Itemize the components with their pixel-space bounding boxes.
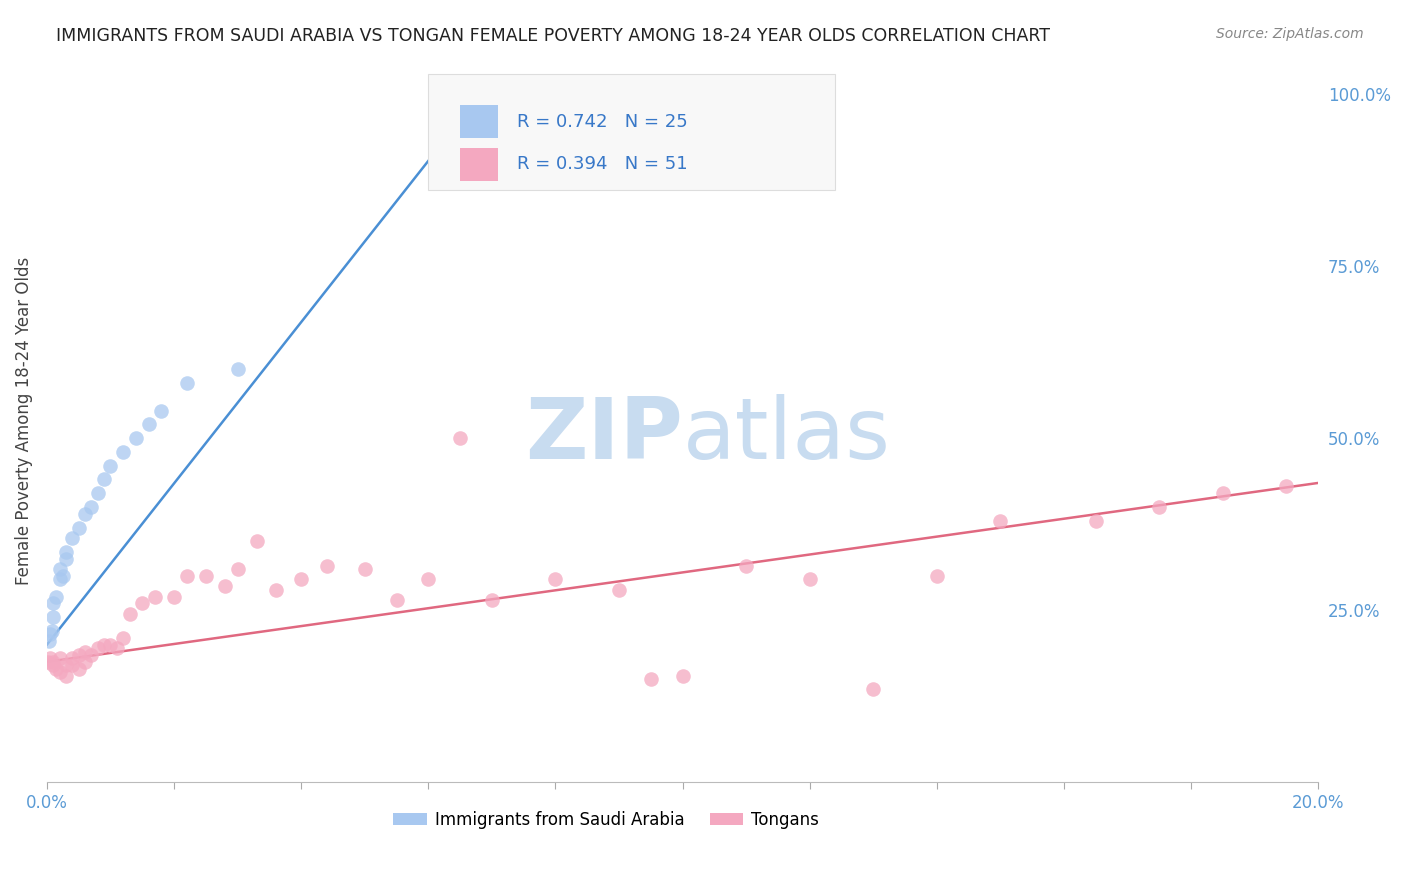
Text: Source: ZipAtlas.com: Source: ZipAtlas.com xyxy=(1216,27,1364,41)
Point xyxy=(48,572,70,586)
Point xyxy=(481,108,503,122)
Point xyxy=(290,572,312,586)
Point xyxy=(925,569,948,583)
Point xyxy=(143,590,166,604)
Point xyxy=(1275,479,1298,493)
Point xyxy=(48,562,70,576)
Point xyxy=(1084,514,1107,528)
Point xyxy=(67,662,90,676)
Point xyxy=(60,531,83,545)
Point xyxy=(39,651,62,665)
Point xyxy=(87,641,110,656)
Point xyxy=(214,579,236,593)
Point xyxy=(80,500,103,514)
Point xyxy=(385,593,408,607)
Point xyxy=(112,445,135,459)
Point xyxy=(73,655,96,669)
Point xyxy=(176,569,198,583)
Legend: Immigrants from Saudi Arabia, Tongans: Immigrants from Saudi Arabia, Tongans xyxy=(387,804,825,836)
Point xyxy=(176,376,198,391)
Point xyxy=(118,607,141,621)
Point xyxy=(990,514,1012,528)
Text: R = 0.742   N = 25: R = 0.742 N = 25 xyxy=(517,112,688,131)
Point xyxy=(671,668,693,682)
Point xyxy=(735,558,758,573)
Point xyxy=(226,562,249,576)
FancyBboxPatch shape xyxy=(460,148,498,180)
Point xyxy=(73,644,96,658)
Point xyxy=(42,610,65,624)
Point xyxy=(38,634,60,648)
Point xyxy=(93,473,115,487)
Point xyxy=(105,641,128,656)
Point xyxy=(55,668,77,682)
Point xyxy=(100,458,122,473)
Point xyxy=(131,596,153,610)
Point xyxy=(112,631,135,645)
Point xyxy=(67,648,90,662)
Point xyxy=(264,582,287,597)
Point xyxy=(125,431,148,445)
Point xyxy=(353,562,375,576)
Point xyxy=(45,662,67,676)
Point xyxy=(640,672,662,686)
Point xyxy=(55,658,77,673)
Text: IMMIGRANTS FROM SAUDI ARABIA VS TONGAN FEMALE POVERTY AMONG 18-24 YEAR OLDS CORR: IMMIGRANTS FROM SAUDI ARABIA VS TONGAN F… xyxy=(56,27,1050,45)
FancyBboxPatch shape xyxy=(460,105,498,138)
Point xyxy=(799,572,821,586)
Text: R = 0.394   N = 51: R = 0.394 N = 51 xyxy=(517,155,688,173)
Y-axis label: Female Poverty Among 18-24 Year Olds: Female Poverty Among 18-24 Year Olds xyxy=(15,257,32,585)
Point xyxy=(418,572,440,586)
Point xyxy=(862,682,884,697)
Point xyxy=(80,648,103,662)
Point xyxy=(150,403,173,417)
Point xyxy=(449,431,471,445)
Point xyxy=(52,569,75,583)
Text: ZIP: ZIP xyxy=(524,394,682,477)
Point xyxy=(1149,500,1171,514)
Point xyxy=(246,534,269,549)
Point xyxy=(55,545,77,559)
Point xyxy=(55,551,77,566)
Text: atlas: atlas xyxy=(682,394,890,477)
Point xyxy=(544,572,567,586)
Point xyxy=(37,655,59,669)
Point xyxy=(226,362,249,376)
Point xyxy=(42,596,65,610)
Point xyxy=(93,638,115,652)
Point xyxy=(45,590,67,604)
Point xyxy=(315,558,337,573)
Point xyxy=(60,651,83,665)
Point xyxy=(87,486,110,500)
Point xyxy=(60,658,83,673)
Point xyxy=(163,590,186,604)
Point xyxy=(100,638,122,652)
Point xyxy=(1212,486,1234,500)
Point xyxy=(41,624,63,638)
Point xyxy=(42,658,65,673)
Point xyxy=(73,507,96,521)
Point xyxy=(39,627,62,641)
Point xyxy=(48,665,70,680)
Point xyxy=(67,521,90,535)
Point xyxy=(194,569,217,583)
Point xyxy=(42,655,65,669)
FancyBboxPatch shape xyxy=(429,74,835,190)
Point xyxy=(607,582,630,597)
Point xyxy=(138,417,160,432)
Point xyxy=(481,593,503,607)
Point xyxy=(48,651,70,665)
